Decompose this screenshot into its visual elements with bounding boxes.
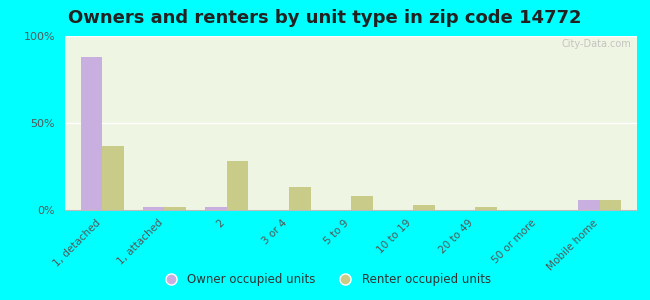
Bar bbox=[413, 205, 435, 210]
Bar bbox=[600, 200, 621, 210]
Bar bbox=[81, 57, 102, 210]
Bar bbox=[164, 206, 187, 210]
Bar bbox=[351, 196, 372, 210]
Bar bbox=[205, 207, 227, 210]
Bar bbox=[475, 207, 497, 210]
Bar bbox=[143, 207, 164, 210]
Bar bbox=[289, 188, 311, 210]
Text: Owners and renters by unit type in zip code 14772: Owners and renters by unit type in zip c… bbox=[68, 9, 582, 27]
Bar bbox=[102, 146, 124, 210]
Bar bbox=[578, 200, 600, 210]
Legend: Owner occupied units, Renter occupied units: Owner occupied units, Renter occupied un… bbox=[154, 269, 496, 291]
Text: City-Data.com: City-Data.com bbox=[562, 40, 631, 50]
Bar bbox=[227, 161, 248, 210]
